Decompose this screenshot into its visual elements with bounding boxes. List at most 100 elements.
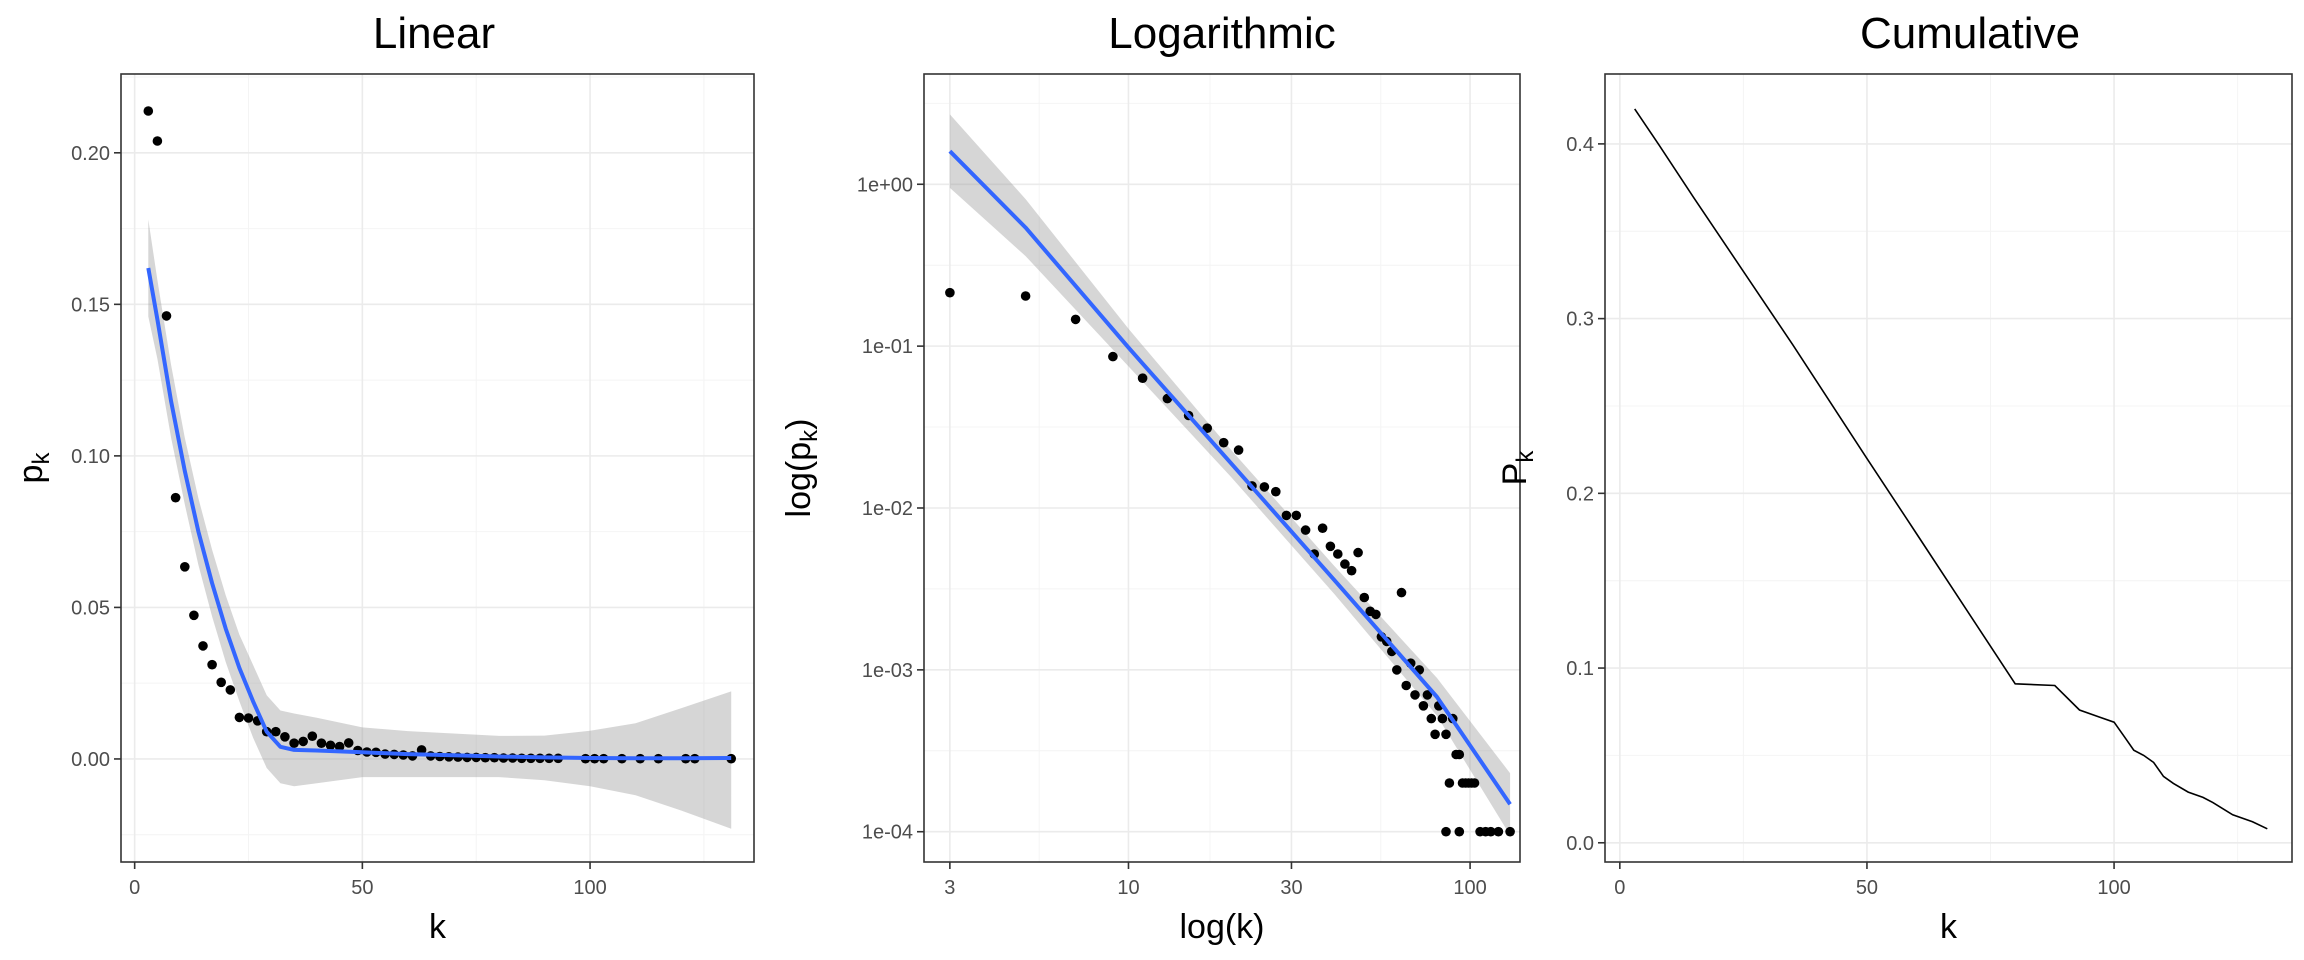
data-point [1202,423,1212,434]
data-point [1401,680,1411,691]
data-point [1317,523,1328,533]
data-point [143,106,154,116]
y-tick-label: 1e-04 [862,822,913,844]
data-point [1333,549,1343,559]
smooth-line [948,149,1512,806]
y-axis-label-main: log(p [780,442,818,518]
data-point [1259,482,1270,492]
data-point [1233,445,1244,455]
data-point [1444,778,1455,788]
data-point [243,713,254,723]
y-tick-label: 0.10 [71,446,110,468]
data-point [216,677,226,688]
x-tick-label: 0 [1614,877,1625,899]
data-point [1271,486,1281,497]
data-point [1426,713,1437,724]
data-point [1410,690,1420,700]
data-point [1437,713,1448,724]
x-tick-label: 100 [573,877,606,899]
data-point [198,641,208,651]
y-tick-label: 0.15 [71,294,110,316]
y-tick-label: 0.00 [71,749,110,771]
data-point [325,740,336,751]
data-point [1137,373,1148,384]
data-point [1325,541,1336,552]
y-axis-label: Pk [1496,450,1539,486]
data-point [1392,665,1402,675]
x-tick-label: 0 [129,877,140,899]
data-point [161,311,172,321]
x-tick-label: 100 [1453,877,1486,899]
data-point [1418,701,1429,711]
data-point [207,659,217,670]
data-point [1353,547,1363,558]
data-point [1422,690,1433,700]
y-tick-label: 1e-03 [862,660,913,682]
plot-background [121,74,754,862]
plot-frame [923,73,1521,863]
plot-background [1605,74,2292,862]
data-point [225,685,236,695]
y-tick-label: 0.05 [71,597,110,619]
x-tick-label: 100 [2097,877,2130,899]
data-point [1441,729,1451,740]
y-tick-label: 1e-02 [862,498,913,520]
data-point [1396,587,1407,598]
y-tick-label: 0.20 [71,143,110,165]
smooth-line [146,267,732,761]
y-axis-label-subscript: k [28,452,55,465]
data-point [271,726,281,737]
data-point [152,136,163,146]
data-point [307,731,318,741]
data-point [1281,510,1292,521]
plot-background [924,74,1520,862]
plot-frame [120,73,755,863]
data-point [1454,826,1465,837]
plot-frame [1604,73,2293,863]
x-tick-label: 3 [944,877,955,899]
confidence-band [148,219,732,829]
data-point [416,745,427,755]
data-point [1469,778,1480,788]
data-point [170,492,181,503]
y-tick-label: 0.4 [1566,134,1594,156]
data-point [334,741,345,752]
data-point [343,738,354,748]
data-point [1070,314,1081,325]
y-tick-label: 0.0 [1566,833,1594,855]
data-point [234,712,245,723]
data-point [298,736,309,747]
y-tick-label: 0.2 [1566,483,1594,505]
data-point [1454,749,1465,760]
y-tick-label: 0.3 [1566,309,1594,331]
chart-title: Cumulative [1860,9,2080,58]
data-point [1020,291,1031,301]
chart-title: Linear [373,9,495,58]
panel-linear: 0 50 100 0.00 0.05 0.10 0.15 0.20 Linear kpk [12,9,755,946]
confidence-band [949,114,1511,836]
y-tick-label: 1e-01 [862,336,913,358]
data-point [1505,826,1515,837]
y-axis-label: pk [12,452,55,484]
data-point [1430,729,1440,740]
data-point [1291,510,1302,521]
data-point [1441,826,1451,837]
data-layer [143,106,736,829]
x-tick-label: 50 [351,877,373,899]
data-point [289,738,299,748]
data-point [316,738,327,748]
y-axis-label-main: P [1496,463,1534,486]
y-axis-label: log(pk) [780,419,823,518]
y-axis-label-subscript: k [796,429,823,442]
data-point [1218,437,1229,448]
panel-logarithmic: 3 10 30 100 1e-04 1e-03 1e-02 1e-01 1e+00 Logarit… [780,9,1521,946]
data-layer [1634,108,2268,830]
x-axis-label: k [1940,908,1958,946]
data-point [1493,826,1504,837]
chart-title: Logarithmic [1108,9,1335,58]
y-tick-label: 1e+00 [857,174,913,196]
cumulative-line [1634,108,2268,830]
data-point [1486,826,1496,837]
